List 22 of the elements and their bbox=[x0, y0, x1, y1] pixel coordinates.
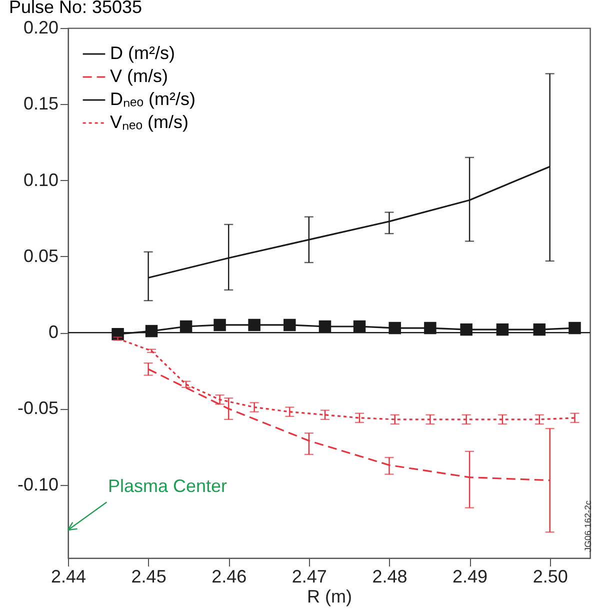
legend-label: Dₙₑₒ (m²/s) bbox=[110, 89, 196, 109]
y-tick-label: 0 bbox=[48, 322, 58, 342]
x-tick-label: 2.50 bbox=[532, 566, 568, 586]
legend-label: D (m²/s) bbox=[110, 43, 175, 63]
annotation: Plasma Center bbox=[108, 476, 228, 496]
y-tick-label: -0.10 bbox=[17, 474, 58, 494]
legend-label: V (m/s) bbox=[110, 66, 168, 86]
legend-label: Vₙₑₒ (m/s) bbox=[110, 112, 188, 132]
x-tick-label: 2.48 bbox=[372, 566, 408, 586]
y-tick-label: 0.15 bbox=[23, 94, 58, 114]
y-tick-label: 0.20 bbox=[23, 18, 58, 38]
y-tick-label: 0.10 bbox=[23, 170, 58, 190]
y-tick-label: -0.05 bbox=[17, 398, 58, 418]
x-tick-label: 2.44 bbox=[50, 566, 86, 586]
x-tick-label: 2.45 bbox=[131, 566, 166, 586]
x-axis-title: R (m) bbox=[307, 586, 352, 606]
x-tick-label: 2.49 bbox=[452, 566, 488, 586]
x-tick-label: 2.47 bbox=[292, 566, 327, 586]
chart-title: Pulse No: 35035 bbox=[8, 0, 142, 17]
annotation: JG06.162-2c bbox=[583, 500, 593, 552]
x-tick-label: 2.46 bbox=[212, 566, 247, 586]
y-tick-label: 0.05 bbox=[23, 246, 58, 266]
